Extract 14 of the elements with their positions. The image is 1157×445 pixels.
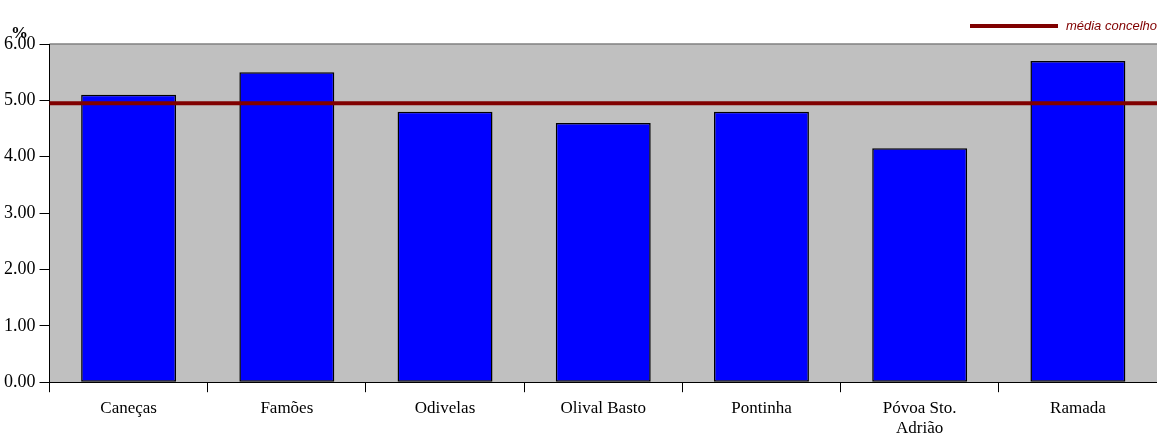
x-tick-label: Póvoa Sto. Adrião bbox=[882, 397, 957, 438]
x-tick-label: Odivelas bbox=[414, 397, 476, 417]
y-tick-label: 5.00 bbox=[4, 89, 36, 110]
x-tick-label: Olival Basto bbox=[560, 397, 646, 417]
x-tick-label: Ramada bbox=[1050, 397, 1107, 417]
y-tick-label: 4.00 bbox=[4, 145, 36, 166]
x-tick-label: Pontinha bbox=[731, 397, 793, 417]
y-tick-label: 3.00 bbox=[4, 201, 36, 222]
x-tick-label: Caneças bbox=[100, 397, 157, 417]
y-tick-label: 1.00 bbox=[4, 314, 36, 335]
y-tick-label: 0.00 bbox=[4, 370, 36, 391]
x-tick-label: Famões bbox=[260, 397, 314, 417]
y-tick-label: 2.00 bbox=[4, 258, 36, 279]
ref-line-label: média concelho bbox=[1065, 18, 1157, 33]
